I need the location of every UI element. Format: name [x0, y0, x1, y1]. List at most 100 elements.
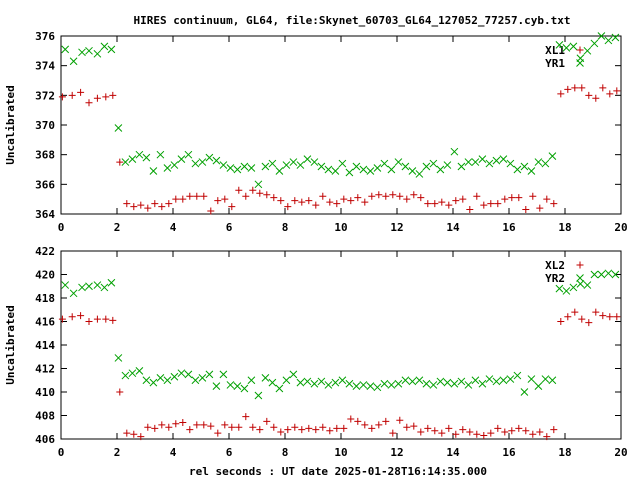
data-point — [256, 426, 264, 434]
y-tick-label: 368 — [35, 149, 55, 162]
chart-title: HIRES continuum, GL64, file:Skynet_60703… — [133, 14, 570, 27]
data-point — [410, 191, 418, 199]
data-point — [408, 167, 417, 175]
data-point — [109, 316, 117, 324]
legend-label: YR2 — [545, 272, 565, 285]
data-point — [275, 384, 284, 393]
data-point — [85, 318, 93, 325]
x-tick-label: 0 — [58, 446, 65, 459]
data-point — [527, 375, 536, 383]
data-point — [242, 413, 250, 421]
data-point — [235, 423, 243, 431]
data-point — [142, 153, 151, 162]
y-axis-label: Uncalibrated — [4, 85, 17, 164]
data-point — [284, 203, 292, 211]
data-point — [291, 423, 299, 431]
data-point — [109, 91, 117, 99]
data-point — [403, 423, 411, 431]
data-point — [611, 270, 620, 279]
data-point — [319, 192, 327, 200]
data-point — [382, 417, 390, 425]
data-point — [438, 429, 446, 437]
data-point — [359, 381, 368, 389]
data-point — [172, 420, 180, 428]
data-point — [478, 379, 487, 388]
data-point — [270, 423, 278, 431]
data-point — [569, 283, 578, 292]
y-tick-label: 410 — [35, 386, 55, 399]
data-point — [550, 200, 558, 208]
data-point — [226, 164, 235, 172]
data-point — [156, 374, 165, 382]
series-XL2 — [58, 308, 621, 441]
data-point — [487, 429, 495, 437]
x-tick-label: 20 — [614, 221, 627, 234]
data-point — [485, 375, 494, 383]
data-point — [78, 283, 86, 292]
data-point — [69, 57, 78, 66]
x-tick-label: 16 — [502, 221, 516, 234]
data-point — [123, 429, 131, 437]
data-point — [536, 428, 544, 436]
data-point — [256, 189, 264, 197]
data-point — [606, 90, 614, 98]
data-point — [387, 165, 396, 174]
data-point — [249, 423, 257, 431]
data-point — [58, 315, 66, 323]
data-point — [340, 424, 348, 432]
data-point — [450, 379, 459, 388]
data-point — [144, 423, 152, 431]
data-point — [317, 162, 326, 171]
data-point — [331, 167, 340, 175]
data-point — [228, 203, 236, 211]
data-point — [102, 93, 110, 101]
data-point — [499, 376, 508, 385]
data-point — [459, 426, 467, 434]
data-point — [417, 194, 425, 202]
data-point — [277, 428, 285, 436]
data-point — [380, 379, 389, 388]
data-point — [373, 383, 382, 392]
data-point — [93, 94, 101, 102]
data-point — [240, 384, 249, 393]
data-point — [289, 370, 298, 379]
x-tick-label: 20 — [614, 446, 627, 459]
data-point — [513, 371, 522, 380]
data-point — [151, 200, 159, 208]
data-point — [466, 206, 474, 214]
data-point — [221, 195, 229, 203]
data-point — [123, 200, 131, 208]
data-point — [389, 191, 397, 199]
data-point — [480, 201, 488, 209]
chart-panels: 0 2 4 6 8 10 12 14 16 18 20364366368370372374376Un… — [4, 30, 628, 459]
data-point — [443, 161, 452, 169]
data-point — [354, 417, 362, 425]
data-point — [424, 200, 432, 208]
data-point — [277, 197, 285, 205]
data-point — [557, 318, 565, 325]
data-point — [429, 159, 438, 168]
data-point — [254, 180, 263, 189]
data-point — [604, 269, 613, 278]
data-point — [165, 423, 173, 431]
data-point — [333, 200, 341, 208]
data-point — [459, 195, 467, 203]
data-point — [270, 194, 278, 202]
legend-label: XL2 — [545, 259, 565, 272]
data-point — [590, 39, 599, 48]
data-point — [506, 159, 515, 168]
data-point — [564, 313, 572, 321]
data-point — [445, 201, 453, 209]
data-point — [492, 377, 501, 386]
data-point — [261, 162, 270, 171]
y-tick-label: 370 — [35, 119, 55, 132]
data-point — [382, 192, 390, 200]
data-point — [599, 312, 607, 320]
data-point — [268, 378, 277, 387]
data-point — [191, 159, 200, 168]
data-point — [394, 379, 403, 388]
y-tick-label: 366 — [35, 178, 55, 191]
data-point — [130, 203, 138, 211]
data-point — [100, 42, 109, 51]
